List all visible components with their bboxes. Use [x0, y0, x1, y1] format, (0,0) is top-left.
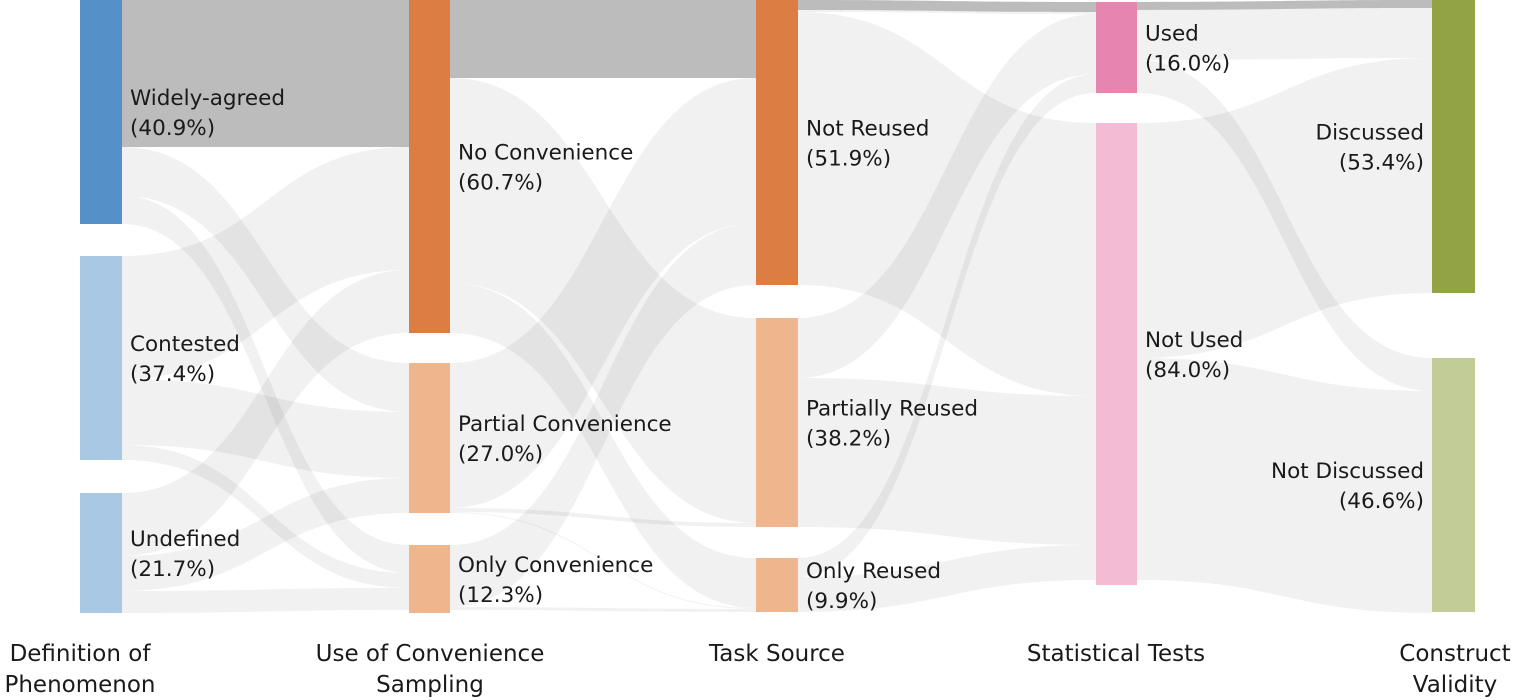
- sankey-link: [798, 545, 1096, 612]
- node-contested: [80, 256, 122, 460]
- sankey-link: [122, 379, 409, 478]
- node-not-reused: [756, 0, 798, 285]
- node-value-widely-agreed: (40.9%): [130, 116, 215, 141]
- node-value-contested: (37.4%): [130, 362, 215, 387]
- node-label-widely-agreed: Widely-agreed: [130, 86, 285, 111]
- stage-title-construct-validity: Construct: [1399, 641, 1510, 667]
- node-value-undefined: (21.7%): [130, 557, 215, 582]
- sankey-link: [450, 78, 756, 523]
- sankey-link: [1137, 358, 1432, 613]
- node-value-only-reused: (9.9%): [806, 589, 877, 614]
- node-label-only-reused: Only Reused: [806, 559, 941, 584]
- sankey-link: [122, 445, 409, 588]
- node-value-discussed: (53.4%): [1339, 151, 1424, 176]
- sankey-link: [122, 478, 409, 591]
- node-not-discussed: [1432, 358, 1475, 612]
- node-value-only-convenience: (12.3%): [458, 583, 543, 608]
- sankey-link: [450, 223, 756, 607]
- node-label-partially-reused: Partially Reused: [806, 397, 978, 422]
- sankey-link: [1137, 60, 1432, 391]
- node-not-used: [1096, 123, 1137, 585]
- node-value-partial-convenience: (27.0%): [458, 442, 543, 467]
- node-value-not-reused: (51.9%): [806, 147, 891, 172]
- sankey-link: [122, 147, 409, 412]
- node-value-not-discussed: (46.6%): [1339, 489, 1424, 514]
- sankey-link: [798, 14, 1096, 378]
- node-value-used: (16.0%): [1145, 52, 1230, 77]
- sankey-highlight-link: [1137, 0, 1432, 10]
- sankey-link: [450, 607, 756, 612]
- node-value-no-convenience: (60.7%): [458, 171, 543, 196]
- node-only-reused: [756, 558, 798, 612]
- node-widely-agreed: [80, 0, 122, 224]
- sankey-link: [450, 283, 756, 608]
- sankey-link: [122, 270, 409, 556]
- node-used: [1096, 2, 1137, 93]
- sankey-link: [450, 508, 756, 527]
- node-label-undefined: Undefined: [130, 527, 240, 552]
- sankey-highlight-link: [122, 0, 409, 147]
- sankey-link: [1137, 58, 1432, 358]
- stage-title-use-of-convenience-sampling: Sampling: [376, 672, 484, 698]
- stage-title-statistical-tests: Statistical Tests: [1027, 641, 1205, 667]
- node-label-discussed: Discussed: [1316, 121, 1424, 146]
- sankey-link: [1137, 0, 1432, 60]
- sankey-link: [798, 74, 1096, 577]
- sankey-link: [450, 78, 756, 508]
- sankey-highlight-link: [450, 0, 756, 78]
- stage-title-definition-of-phenomenon: Definition of: [10, 641, 152, 667]
- stage-title-construct-validity: Validity: [1413, 672, 1497, 698]
- sankey-link: [122, 588, 409, 613]
- node-partially-reused: [756, 318, 798, 527]
- node-value-not-used: (84.0%): [1145, 358, 1230, 383]
- sankey-link: [450, 512, 756, 609]
- node-undefined: [80, 493, 122, 613]
- node-only-convenience: [409, 545, 450, 613]
- sankey-link: [798, 378, 1096, 545]
- node-label-no-convenience: No Convenience: [458, 141, 633, 166]
- stage-title-definition-of-phenomenon: Phenomenon: [4, 672, 155, 698]
- node-label-used: Used: [1145, 22, 1199, 47]
- node-no-convenience: [409, 0, 450, 333]
- node-label-partial-convenience: Partial Convenience: [458, 412, 672, 437]
- stage-title-task-source: Task Source: [708, 641, 845, 667]
- sankey-link: [122, 147, 409, 379]
- sankey-link: [798, 12, 1096, 396]
- node-label-not-reused: Not Reused: [806, 117, 929, 142]
- node-label-contested: Contested: [130, 332, 240, 357]
- node-discussed: [1432, 0, 1475, 293]
- node-label-only-convenience: Only Convenience: [458, 553, 653, 578]
- node-value-partially-reused: (38.2%): [806, 427, 891, 452]
- node-label-not-discussed: Not Discussed: [1271, 459, 1424, 484]
- stage-title-use-of-convenience-sampling: Use of Convenience: [316, 641, 545, 667]
- node-label-not-used: Not Used: [1145, 328, 1243, 353]
- sankey-highlight-link: [798, 0, 1096, 12]
- sankey-link: [122, 196, 409, 573]
- node-partial-convenience: [409, 363, 450, 513]
